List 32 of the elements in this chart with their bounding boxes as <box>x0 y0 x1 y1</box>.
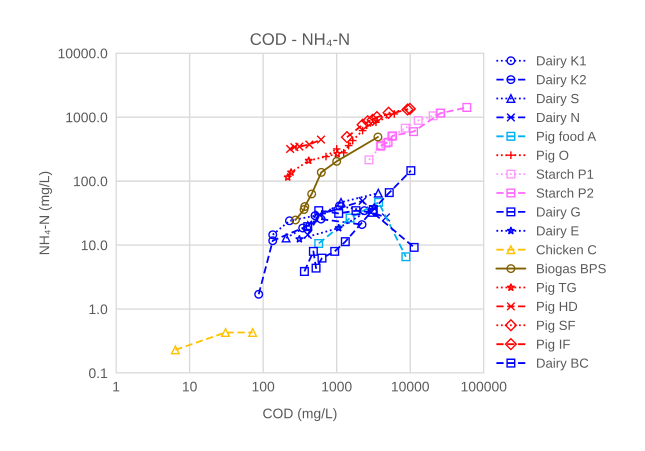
legend-label: Pig TG <box>537 282 576 295</box>
legend-label: Starch P2 <box>536 188 594 198</box>
legend-label: Pig SF <box>537 320 576 333</box>
y-tick-label: 10.0 <box>82 240 108 250</box>
legend-label: Pig food A <box>537 131 596 144</box>
x-tick-label: 1 <box>113 382 120 392</box>
y-tick-label: 1.0 <box>90 304 108 314</box>
legend-label: Dairy E <box>537 226 579 238</box>
legend-label: Pig IF <box>537 339 570 352</box>
x-tick-label: 10 <box>182 382 197 392</box>
y-axis-title: NH₄-N (mg/L) <box>39 172 52 254</box>
legend-label: Dairy K2 <box>537 74 586 87</box>
x-axis-title: COD (mg/L) <box>263 408 336 422</box>
x-tick-label: 100 <box>252 382 274 392</box>
y-tick-label: 10000.0 <box>58 48 108 58</box>
legend-label: Biogas BPS <box>537 264 606 276</box>
x-tick-label: 1000 <box>322 382 352 392</box>
y-tick-label: 1000.0 <box>66 112 108 122</box>
legend-label: Starch P1 <box>536 169 594 179</box>
legend-label: Chicken C <box>536 244 596 254</box>
y-tick-label: 100.0 <box>74 176 108 186</box>
legend-label: Pig O <box>537 150 568 163</box>
y-tick-label: 0.1 <box>89 368 108 378</box>
legend-label: Dairy K1 <box>537 56 586 68</box>
legend-label: Dairy BC <box>537 358 588 370</box>
chart-title: COD - NH₄-N <box>250 33 349 46</box>
x-tick-label: 10000 <box>392 382 429 392</box>
legend-label: Pig HD <box>537 301 578 314</box>
legend-label: Dairy S <box>537 94 579 106</box>
legend-label: Dairy G <box>537 206 580 220</box>
x-tick-label: 100000 <box>462 382 506 392</box>
legend-label: Dairy N <box>537 112 579 125</box>
